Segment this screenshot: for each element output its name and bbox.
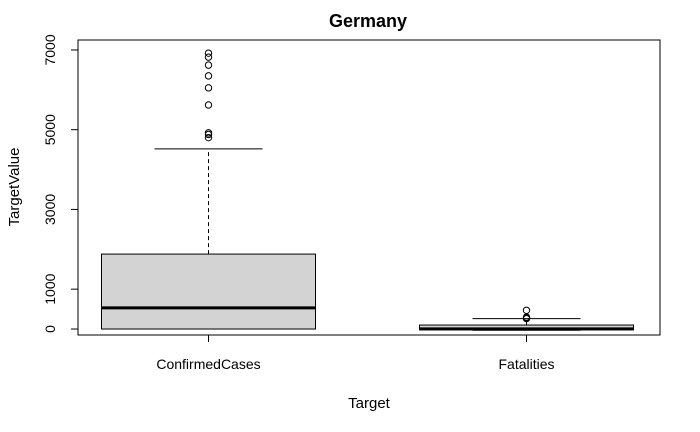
x-tick-label: ConfirmedCases <box>156 356 260 372</box>
y-tick-label: 1000 <box>42 273 58 304</box>
outlier-point <box>204 133 213 142</box>
outlier-point <box>204 101 213 109</box>
box-confirmedcases <box>101 49 316 330</box>
y-tick-label: 5000 <box>42 114 58 145</box>
y-axis: 0 1000 3000 5000 7000 <box>42 34 79 333</box>
box-fatalities <box>419 306 634 331</box>
outlier-point <box>204 61 213 69</box>
y-tick-label: 3000 <box>42 194 58 225</box>
outlier-point <box>204 129 213 137</box>
outlier-point <box>204 53 213 61</box>
x-axis-label: Target <box>348 395 391 412</box>
iqr-box <box>101 253 316 330</box>
outlier-point <box>204 72 213 80</box>
x-axis: ConfirmedCases Fatalities <box>156 334 555 372</box>
boxes-layer <box>101 49 634 331</box>
y-tick-label: 7000 <box>42 34 58 65</box>
y-tick-label: 0 <box>42 325 58 333</box>
outlier-point <box>204 84 213 92</box>
outlier-point <box>522 306 531 314</box>
outlier-point <box>204 49 213 57</box>
chart-title: Germany <box>329 11 407 31</box>
y-axis-label: TargetValue <box>6 148 23 227</box>
x-tick-label: Fatalities <box>498 356 554 372</box>
